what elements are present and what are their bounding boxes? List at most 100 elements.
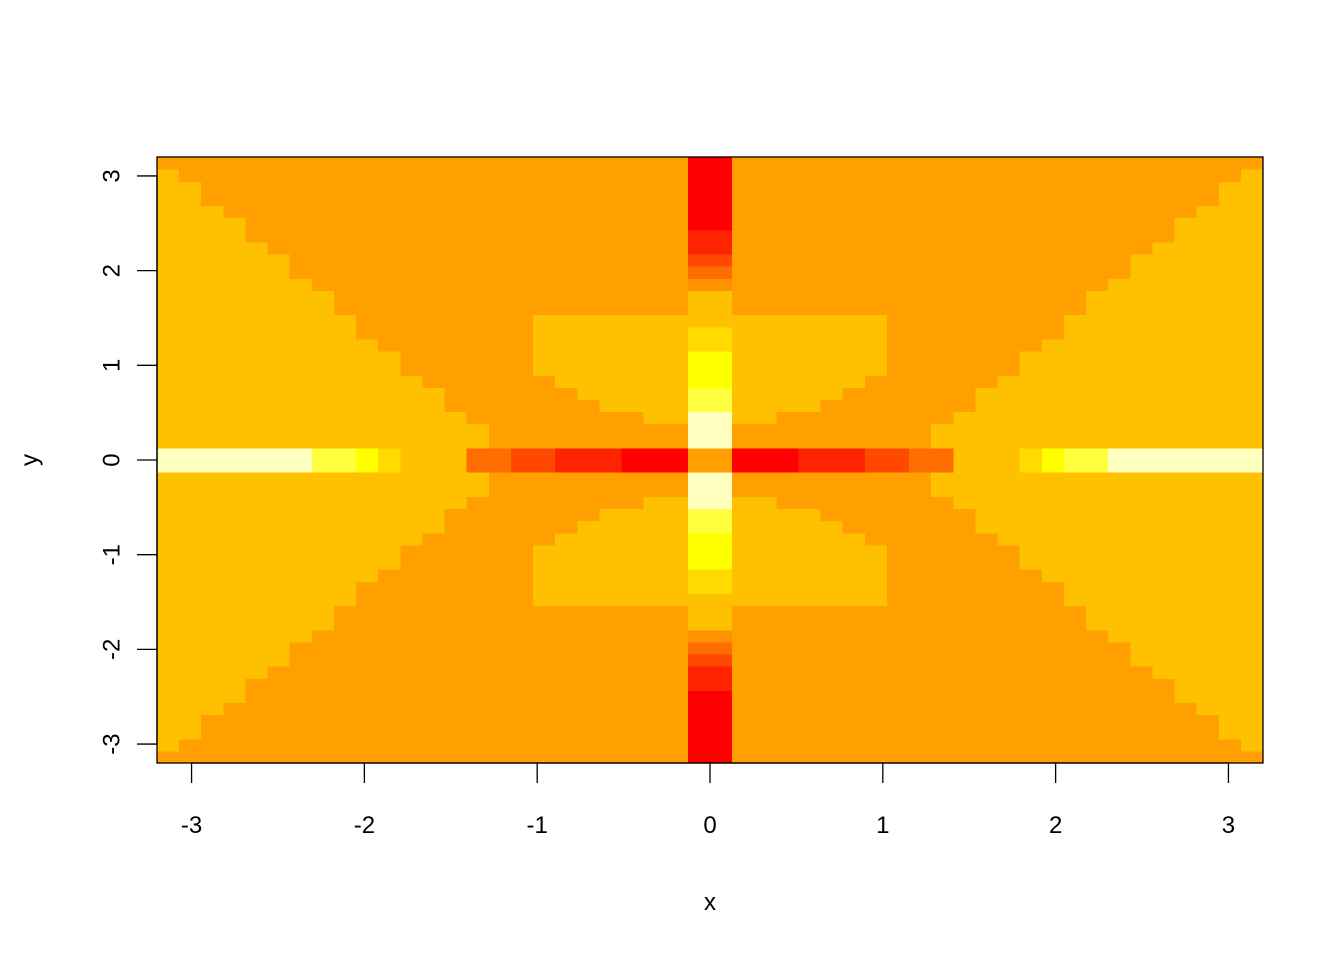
heatmap-cell (665, 363, 689, 376)
heatmap-cell (378, 569, 401, 582)
heatmap-cell (577, 290, 600, 304)
heatmap-cell (289, 338, 313, 352)
heatmap-cell (1108, 290, 1131, 304)
heatmap-cell (356, 484, 379, 497)
heatmap-cell (422, 617, 446, 631)
heatmap-cell (1152, 229, 1176, 243)
heatmap-cell (643, 508, 667, 522)
heatmap-cell (732, 229, 755, 243)
heatmap-cell (997, 205, 1021, 219)
heatmap-cell (842, 193, 866, 207)
heatmap-cell (245, 387, 269, 400)
heatmap-cell (400, 423, 424, 437)
heatmap-cell (157, 338, 180, 352)
heatmap-cell (179, 605, 202, 619)
heatmap-cell (599, 169, 623, 182)
heatmap-cell (422, 387, 446, 400)
heatmap-cell (643, 229, 667, 243)
heatmap-cell (909, 363, 932, 376)
heatmap-cell (1086, 569, 1109, 582)
heatmap-cell (1063, 278, 1087, 291)
heatmap-cell (1063, 447, 1087, 461)
heatmap-cell (289, 666, 313, 679)
heatmap-cell (953, 520, 977, 534)
heatmap-cell (1108, 690, 1131, 703)
heatmap-cell (555, 702, 578, 716)
heatmap-cell (842, 472, 866, 485)
heatmap-cell (1196, 569, 1220, 582)
heatmap-cell (245, 593, 269, 607)
heatmap-cell (931, 641, 954, 655)
heatmap-cell (577, 484, 600, 497)
heatmap-cell (1174, 484, 1198, 497)
heatmap-cell (687, 302, 711, 316)
heatmap-cell (422, 678, 446, 691)
heatmap-cell (1240, 278, 1264, 291)
heatmap-cell (1218, 338, 1242, 352)
heatmap-cell (245, 253, 269, 267)
heatmap-cell (975, 375, 999, 388)
heatmap-cell (1086, 157, 1109, 170)
heatmap-cell (1152, 278, 1176, 291)
heatmap-cell (754, 205, 777, 219)
heatmap-cell (643, 193, 667, 207)
heatmap-cell (510, 387, 534, 400)
heatmap-cell (378, 399, 401, 413)
heatmap-cell (599, 496, 623, 510)
heatmap-cell (1218, 666, 1242, 679)
heatmap-cell (400, 653, 424, 667)
heatmap-cell (267, 460, 291, 473)
heatmap-cell (333, 532, 357, 546)
heatmap-cell (555, 738, 578, 752)
heatmap-cell (754, 556, 777, 570)
heatmap-cell (643, 666, 667, 679)
heatmap-cell (864, 447, 888, 461)
heatmap-cell (599, 617, 623, 631)
heatmap-cell (555, 508, 578, 522)
heatmap-cell (975, 726, 999, 740)
heatmap-cell (378, 205, 401, 219)
heatmap-cell (223, 266, 247, 279)
heatmap-cell (975, 253, 999, 267)
heatmap-cell (621, 532, 645, 546)
heatmap-cell (599, 253, 623, 267)
heatmap-cell (201, 181, 224, 194)
heatmap-cell (864, 750, 888, 764)
heatmap-cell (444, 326, 468, 340)
heatmap-cell (931, 447, 954, 461)
heatmap-cell (422, 653, 446, 667)
heatmap-cell (643, 690, 667, 703)
heatmap-cell (1196, 629, 1220, 643)
heatmap-cell (909, 629, 932, 643)
heatmap-cell (820, 447, 844, 461)
heatmap-cell (1108, 629, 1131, 643)
heatmap-cell (157, 617, 180, 631)
heatmap-cell (864, 617, 888, 631)
heatmap-cell (798, 326, 822, 340)
heatmap-cell (510, 702, 534, 716)
heatmap-cell (665, 702, 689, 716)
heatmap-cell (311, 714, 335, 728)
heatmap-cell (466, 411, 490, 425)
heatmap-cell (400, 472, 424, 485)
heatmap-cell (378, 738, 401, 752)
heatmap-cell (533, 702, 556, 716)
heatmap-cell (510, 302, 534, 316)
heatmap-cell (1019, 629, 1043, 643)
heatmap-cell (997, 399, 1021, 413)
heatmap-cell (157, 314, 180, 328)
heatmap-cell (776, 435, 800, 449)
heatmap-cell (909, 278, 932, 291)
heatmap-cell (333, 241, 357, 255)
heatmap-cell (1041, 605, 1065, 619)
heatmap-cell (776, 508, 800, 522)
heatmap-cell (710, 581, 733, 594)
heatmap-cell (842, 326, 866, 340)
heatmap-cell (223, 532, 247, 546)
heatmap-cell (732, 217, 755, 231)
heatmap-cell (687, 496, 711, 510)
heatmap-cell (1152, 666, 1176, 679)
heatmap-cell (953, 581, 977, 594)
heatmap-cell (311, 338, 335, 352)
heatmap-cell (1086, 447, 1109, 461)
